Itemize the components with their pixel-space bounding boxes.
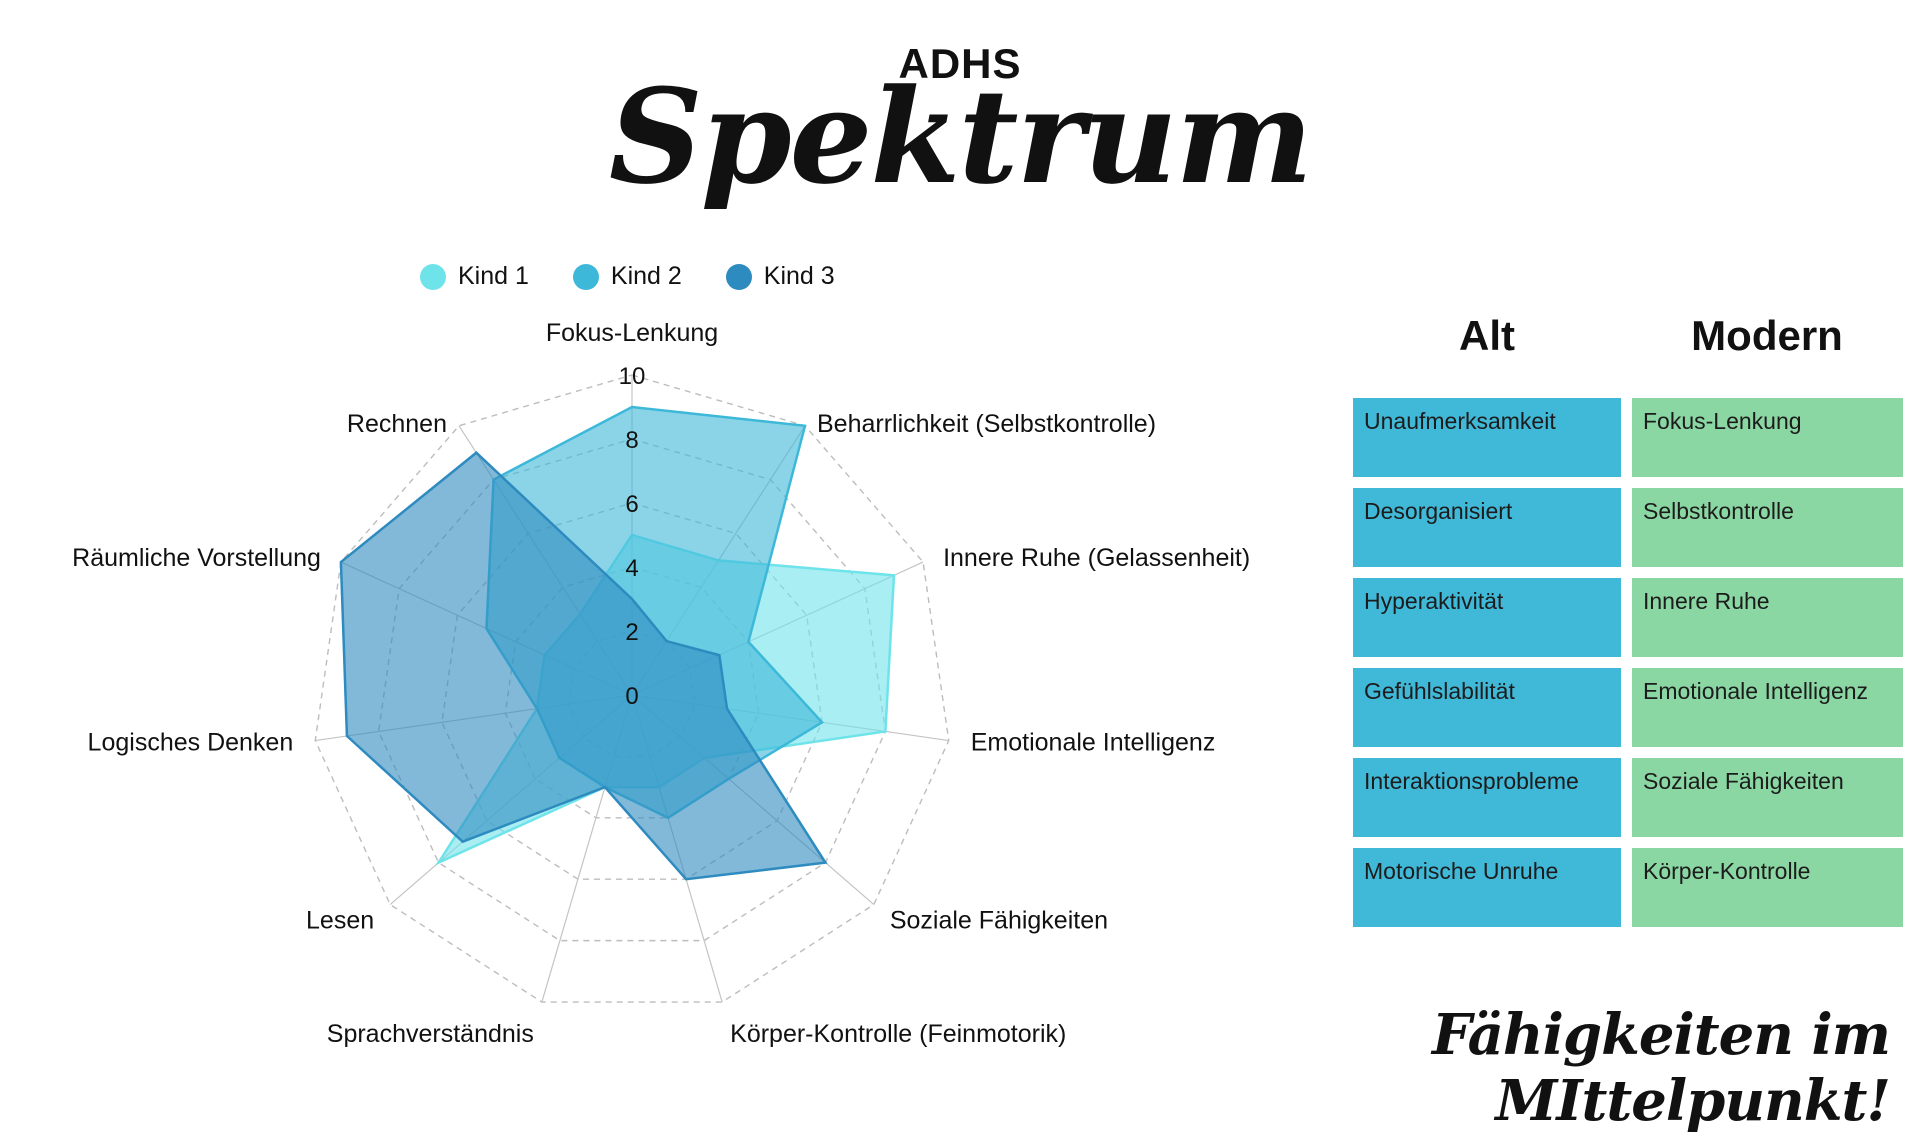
axis-label: Räumliche Vorstellung bbox=[72, 544, 321, 572]
cell-alt: Motorische Unruhe bbox=[1353, 848, 1621, 927]
tick-label: 2 bbox=[625, 619, 638, 646]
axis-label: Logisches Denken bbox=[88, 729, 294, 757]
legend-item-kind3[interactable]: Kind 3 bbox=[725, 262, 835, 291]
legend-item-kind2[interactable]: Kind 2 bbox=[572, 262, 682, 291]
axis-label: Innere Ruhe (Gelassenheit) bbox=[943, 544, 1250, 572]
cell-alt: Interaktionsprobleme bbox=[1353, 758, 1621, 837]
mapping-row: Interaktionsprobleme Soziale Fähigkeiten bbox=[1353, 758, 1903, 837]
axis-label: Emotionale Intelligenz bbox=[971, 729, 1216, 757]
legend-dot-kind3 bbox=[725, 263, 752, 290]
tick-label: 4 bbox=[625, 555, 638, 582]
mapping-row: Hyperaktivität Innere Ruhe bbox=[1353, 578, 1903, 657]
series-area-kind3 bbox=[339, 451, 828, 881]
page-title: Spektrum bbox=[608, 60, 1313, 213]
grid-ring bbox=[314, 374, 950, 1003]
cell-modern: Innere Ruhe bbox=[1632, 578, 1903, 657]
cell-alt: Hyperaktivität bbox=[1353, 578, 1621, 657]
tick-label: 0 bbox=[625, 683, 638, 710]
cell-alt: Gefühlslabilität bbox=[1353, 668, 1621, 747]
cell-alt: Unaufmerksamkeit bbox=[1353, 398, 1621, 477]
mapping-row: Unaufmerksamkeit Fokus-Lenkung bbox=[1353, 398, 1903, 477]
cell-modern: Fokus-Lenkung bbox=[1632, 398, 1903, 477]
axis-label: Beharrlichkeit (Selbstkontrolle) bbox=[817, 410, 1156, 438]
axis-label: Sprachverständnis bbox=[327, 1020, 534, 1048]
axis-label: Rechnen bbox=[347, 410, 447, 438]
table-header-modern: Modern bbox=[1691, 312, 1843, 359]
axis-label: Lesen bbox=[306, 907, 374, 935]
legend-item-kind1[interactable]: Kind 1 bbox=[420, 262, 529, 291]
mapping-row: Desorganisiert Selbstkontrolle bbox=[1353, 488, 1903, 567]
mapping-row: Motorische Unruhe Körper-Kontrolle bbox=[1353, 848, 1903, 927]
cell-modern: Emotionale Intelligenz bbox=[1632, 668, 1903, 747]
radar-chart: 0 2 4 6 8 10 Fokus-Lenkung Beharrlichkeit (Selb… bbox=[72, 319, 1250, 1048]
mapping-row: Gefühlslabilität Emotionale Intelligenz bbox=[1353, 668, 1903, 747]
footer-slogan: Fähigkeiten im MIttelpunkt! bbox=[1431, 1002, 1891, 1134]
cell-modern: Körper-Kontrolle bbox=[1632, 848, 1903, 927]
axis-label: Soziale Fähigkeiten bbox=[890, 907, 1108, 935]
legend-label-kind3: Kind 3 bbox=[763, 262, 835, 290]
legend-dot-kind2 bbox=[572, 263, 599, 290]
legend-dot-kind1 bbox=[420, 263, 446, 290]
cell-modern: Soziale Fähigkeiten bbox=[1632, 758, 1903, 837]
cell-modern: Selbstkontrolle bbox=[1632, 488, 1903, 567]
tick-label: 6 bbox=[625, 491, 638, 518]
chart-legend: Kind 1 Kind 2 Kind 3 bbox=[420, 262, 835, 291]
legend-label-kind2: Kind 2 bbox=[610, 262, 682, 290]
table-header-alt: Alt bbox=[1459, 312, 1515, 359]
title-top: ADHS bbox=[898, 40, 1022, 87]
axis-label: Körper-Kontrolle (Feinmotorik) bbox=[730, 1020, 1066, 1048]
mapping-table: Unaufmerksamkeit Fokus-Lenkung Desorgani… bbox=[1353, 398, 1903, 938]
tick-label: 10 bbox=[619, 363, 646, 390]
cell-alt: Desorganisiert bbox=[1353, 488, 1621, 567]
legend-label-kind1: Kind 1 bbox=[458, 262, 529, 290]
axis-label: Fokus-Lenkung bbox=[546, 319, 718, 347]
tick-label: 8 bbox=[625, 427, 638, 454]
